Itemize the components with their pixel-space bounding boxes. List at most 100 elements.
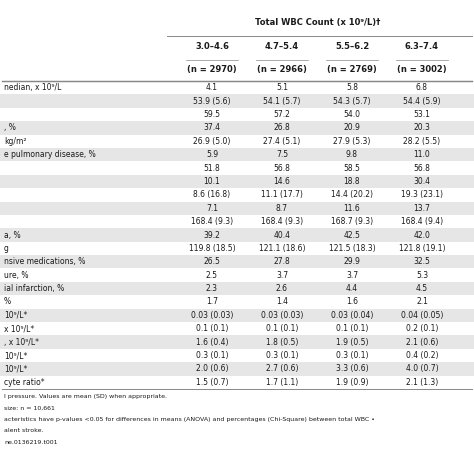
Text: 4.1: 4.1 [206, 83, 218, 92]
Text: 26.9 (5.0): 26.9 (5.0) [193, 137, 231, 146]
Text: 32.5: 32.5 [413, 257, 430, 266]
Text: 119.8 (18.5): 119.8 (18.5) [189, 244, 235, 253]
Text: 5.8: 5.8 [346, 83, 358, 92]
Text: 1.7 (1.1): 1.7 (1.1) [266, 378, 298, 387]
Text: 6.3–7.4: 6.3–7.4 [405, 42, 439, 51]
Text: 0.2 (0.1): 0.2 (0.1) [406, 324, 438, 333]
Text: 4.7–5.4: 4.7–5.4 [265, 42, 299, 51]
Text: kg/m²: kg/m² [4, 137, 27, 146]
Text: 168.4 (9.3): 168.4 (9.3) [261, 217, 303, 226]
Bar [0, 309, 474, 322]
Text: 54.1 (5.7): 54.1 (5.7) [264, 97, 301, 106]
Bar [0, 228, 474, 242]
Text: , %: , % [4, 123, 16, 132]
Text: 3.7: 3.7 [346, 271, 358, 280]
Text: 1.7: 1.7 [206, 298, 218, 307]
Text: 39.2: 39.2 [203, 230, 220, 239]
Text: 121.8 (19.1): 121.8 (19.1) [399, 244, 445, 253]
Text: 0.1 (0.1): 0.1 (0.1) [266, 324, 298, 333]
Text: 20.9: 20.9 [344, 123, 360, 132]
Text: ial infarction, %: ial infarction, % [4, 284, 64, 293]
Text: 20.3: 20.3 [413, 123, 430, 132]
Text: acteristics have p-values <0.05 for differences in means (ANOVA) and percentages: acteristics have p-values <0.05 for diff… [4, 417, 375, 422]
Text: 6.8: 6.8 [416, 83, 428, 92]
Bar [0, 362, 474, 375]
Text: 42.5: 42.5 [344, 230, 360, 239]
Text: 37.4: 37.4 [203, 123, 220, 132]
Text: 14.6: 14.6 [273, 177, 291, 186]
Text: 1.8 (0.5): 1.8 (0.5) [266, 337, 298, 346]
Text: 4.5: 4.5 [416, 284, 428, 293]
Text: size: n = 10,661: size: n = 10,661 [4, 405, 55, 410]
Text: 0.4 (0.2): 0.4 (0.2) [406, 351, 438, 360]
Text: 4.0 (0.7): 4.0 (0.7) [406, 365, 438, 374]
Text: 8.7: 8.7 [276, 204, 288, 213]
Bar [0, 242, 474, 255]
Text: (n = 3002): (n = 3002) [397, 64, 447, 73]
Text: e pulmonary disease, %: e pulmonary disease, % [4, 150, 96, 159]
Text: nedian, x 10⁹/L: nedian, x 10⁹/L [4, 83, 61, 92]
Text: 2.5: 2.5 [206, 271, 218, 280]
Bar [0, 188, 474, 201]
Text: 11.1 (17.7): 11.1 (17.7) [261, 191, 303, 200]
Text: cyte ratio*: cyte ratio* [4, 378, 45, 387]
Text: 1.6: 1.6 [346, 298, 358, 307]
Text: 10⁹/L*: 10⁹/L* [4, 351, 27, 360]
Bar [0, 322, 474, 336]
Text: 168.7 (9.3): 168.7 (9.3) [331, 217, 373, 226]
Text: 19.3 (23.1): 19.3 (23.1) [401, 191, 443, 200]
Text: 56.8: 56.8 [413, 164, 430, 173]
Text: 10.1: 10.1 [204, 177, 220, 186]
Text: 27.8: 27.8 [273, 257, 291, 266]
Bar [0, 215, 474, 228]
Text: 3.7: 3.7 [276, 271, 288, 280]
Text: 2.1 (0.6): 2.1 (0.6) [406, 337, 438, 346]
Text: 2.7 (0.6): 2.7 (0.6) [266, 365, 298, 374]
Text: 121.1 (18.6): 121.1 (18.6) [259, 244, 305, 253]
Text: 5.5–6.2: 5.5–6.2 [335, 42, 369, 51]
Text: 7.5: 7.5 [276, 150, 288, 159]
Text: 4.4: 4.4 [346, 284, 358, 293]
Text: 168.4 (9.3): 168.4 (9.3) [191, 217, 233, 226]
Text: 0.3 (0.1): 0.3 (0.1) [266, 351, 298, 360]
Bar [0, 295, 474, 309]
Bar [0, 161, 474, 175]
Text: (n = 2970): (n = 2970) [187, 64, 237, 73]
Text: %: % [4, 298, 11, 307]
Text: 42.0: 42.0 [413, 230, 430, 239]
Text: 1.9 (0.5): 1.9 (0.5) [336, 337, 368, 346]
Text: 54.0: 54.0 [344, 110, 361, 119]
Text: 0.03 (0.03): 0.03 (0.03) [261, 311, 303, 320]
Text: 3.0–4.6: 3.0–4.6 [195, 42, 229, 51]
Text: , x 10⁹/L*: , x 10⁹/L* [4, 337, 39, 346]
Text: 18.8: 18.8 [344, 177, 360, 186]
Text: 30.4: 30.4 [413, 177, 430, 186]
Bar [0, 268, 474, 282]
Text: 58.5: 58.5 [344, 164, 360, 173]
Text: 0.3 (0.1): 0.3 (0.1) [196, 351, 228, 360]
Text: 27.4 (5.1): 27.4 (5.1) [264, 137, 301, 146]
Bar [0, 148, 474, 161]
Bar [0, 121, 474, 135]
Text: 54.3 (5.7): 54.3 (5.7) [333, 97, 371, 106]
Text: 5.1: 5.1 [276, 83, 288, 92]
Text: 3.3 (0.6): 3.3 (0.6) [336, 365, 368, 374]
Text: 8.6 (16.8): 8.6 (16.8) [193, 191, 230, 200]
Text: 0.03 (0.03): 0.03 (0.03) [191, 311, 233, 320]
Text: 11.0: 11.0 [414, 150, 430, 159]
Text: 9.8: 9.8 [346, 150, 358, 159]
Text: 168.4 (9.4): 168.4 (9.4) [401, 217, 443, 226]
Text: 2.1: 2.1 [416, 298, 428, 307]
Bar [0, 336, 474, 349]
Text: alent stroke.: alent stroke. [4, 428, 44, 434]
Text: Total WBC Count (x 10⁹/L)†: Total WBC Count (x 10⁹/L)† [255, 18, 381, 27]
Text: (n = 2966): (n = 2966) [257, 64, 307, 73]
Text: 28.2 (5.5): 28.2 (5.5) [403, 137, 440, 146]
Text: 2.1 (1.3): 2.1 (1.3) [406, 378, 438, 387]
Text: 1.9 (0.9): 1.9 (0.9) [336, 378, 368, 387]
Text: 2.0 (0.6): 2.0 (0.6) [196, 365, 228, 374]
Text: 27.9 (5.3): 27.9 (5.3) [333, 137, 371, 146]
Text: ure, %: ure, % [4, 271, 28, 280]
Text: 2.6: 2.6 [276, 284, 288, 293]
Text: 53.9 (5.6): 53.9 (5.6) [193, 97, 231, 106]
